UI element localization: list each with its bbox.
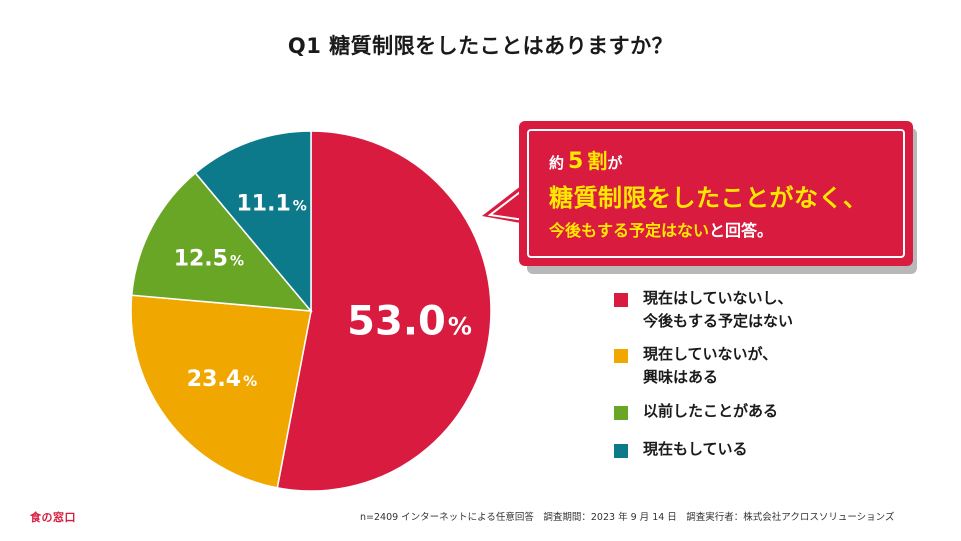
data-label: 53.0% — [347, 298, 472, 344]
legend-swatch — [614, 293, 628, 307]
callout-rest: と回答。 — [709, 221, 774, 240]
callout-line-1: 約 5 割が — [549, 145, 622, 174]
callout-highlight: 今後もする予定はない — [549, 221, 710, 240]
callout-line-2: 糖質制限をしたことがなく、 — [549, 184, 868, 212]
slice-not-planning — [276, 130, 492, 492]
legend-label: 現在はしていないし、 今後もする予定はない — [643, 289, 794, 330]
slice-previously — [130, 171, 313, 312]
legend-item-currently: 現在もしている — [614, 440, 748, 461]
legend-swatch — [614, 349, 628, 363]
callout-tail — [482, 182, 526, 224]
legend-label: 現在もしている — [643, 440, 748, 458]
legend-swatch — [614, 406, 628, 420]
data-label: 23.4% — [187, 367, 257, 392]
callout-suffix: が — [607, 154, 623, 172]
legend-label: 以前したことがある — [643, 402, 779, 420]
legend-item-interested: 現在していないが、 興味はある — [614, 345, 778, 389]
callout-number: 5 — [568, 149, 584, 174]
callout-unit: 割 — [587, 149, 608, 173]
callout-line-3: 今後もする予定はないと回答。 — [549, 217, 773, 241]
legend-label: 現在していないが、 興味はある — [643, 345, 778, 386]
callout-box: 約 5 割が 糖質制限をしたことがなく、 今後もする予定はないと回答。 — [519, 121, 913, 266]
legend-swatch — [614, 444, 628, 458]
page-title: Q1 糖質制限をしたことはありますか？ — [287, 34, 674, 58]
footnote: n=2409 インターネットによる任意回答 調査期間：2023 年 9 月 14… — [360, 512, 895, 523]
legend-item-not-planning: 現在はしていないし、 今後もする予定はない — [614, 289, 794, 333]
legend-item-previously: 以前したことがある — [614, 402, 779, 423]
slice-interested — [130, 294, 312, 489]
callout-border — [527, 129, 905, 258]
callout-prefix: 約 — [549, 154, 565, 172]
brand-logo: 食の窓口 — [30, 511, 76, 524]
data-label: 12.5% — [174, 246, 244, 271]
data-label: 11.1% — [236, 191, 306, 216]
slice-currently — [194, 130, 312, 314]
